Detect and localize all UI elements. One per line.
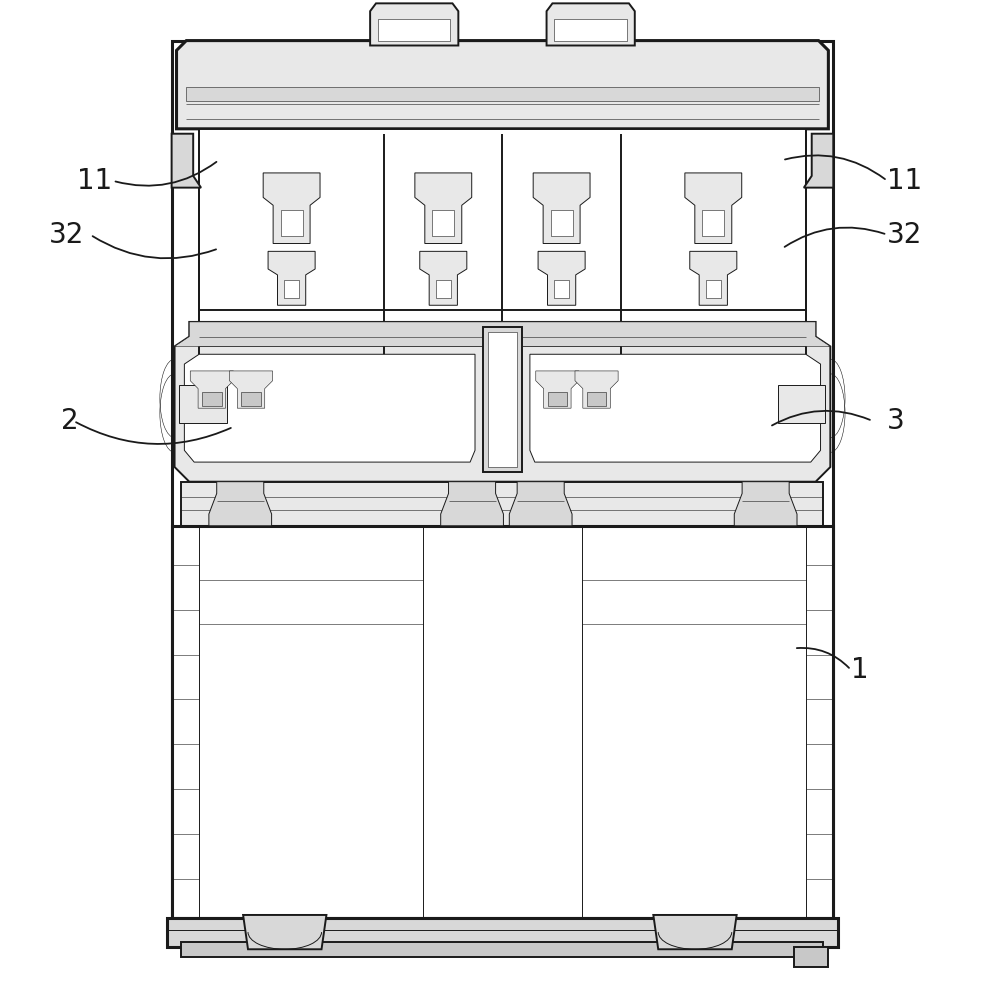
Bar — [702, 210, 724, 236]
Text: 11: 11 — [77, 167, 112, 195]
Bar — [172, 40, 833, 918]
Polygon shape — [172, 134, 201, 188]
FancyArrowPatch shape — [797, 648, 849, 667]
Bar — [587, 392, 606, 406]
Bar — [186, 87, 819, 101]
Bar — [551, 210, 573, 236]
Bar — [181, 482, 823, 526]
Bar — [706, 280, 721, 299]
FancyArrowPatch shape — [76, 423, 231, 444]
Polygon shape — [536, 371, 579, 408]
Text: 3: 3 — [887, 407, 905, 434]
Polygon shape — [804, 134, 833, 188]
FancyArrowPatch shape — [772, 411, 870, 426]
Polygon shape — [509, 482, 572, 526]
Bar — [241, 392, 261, 406]
Text: 2: 2 — [61, 407, 78, 434]
Polygon shape — [190, 371, 233, 408]
Bar — [483, 326, 522, 472]
Bar — [554, 280, 569, 299]
Bar — [172, 526, 833, 918]
Bar — [488, 331, 517, 467]
Text: 1: 1 — [851, 656, 869, 684]
Polygon shape — [533, 173, 590, 244]
Bar — [179, 385, 227, 423]
FancyArrowPatch shape — [115, 162, 216, 186]
Text: 11: 11 — [887, 167, 922, 195]
Bar — [378, 19, 450, 40]
Polygon shape — [734, 482, 797, 526]
Polygon shape — [685, 173, 742, 244]
Text: 32: 32 — [887, 220, 923, 249]
Polygon shape — [177, 40, 828, 129]
Polygon shape — [653, 915, 737, 950]
Polygon shape — [794, 948, 828, 967]
Polygon shape — [538, 252, 585, 306]
Bar — [281, 210, 303, 236]
Bar — [199, 129, 806, 398]
Polygon shape — [441, 482, 503, 526]
Bar — [548, 392, 567, 406]
Polygon shape — [575, 371, 618, 408]
Polygon shape — [209, 482, 272, 526]
Polygon shape — [547, 3, 635, 45]
Bar — [202, 392, 222, 406]
Bar — [181, 943, 823, 957]
Polygon shape — [175, 321, 830, 482]
Polygon shape — [690, 252, 737, 306]
Polygon shape — [263, 173, 320, 244]
Polygon shape — [268, 252, 315, 306]
Bar — [167, 918, 838, 948]
Polygon shape — [415, 173, 472, 244]
Polygon shape — [243, 915, 326, 950]
Polygon shape — [530, 354, 821, 462]
Polygon shape — [184, 354, 475, 462]
Polygon shape — [175, 321, 830, 346]
Polygon shape — [420, 252, 467, 306]
FancyArrowPatch shape — [93, 236, 216, 259]
Polygon shape — [370, 3, 458, 45]
Bar — [778, 385, 825, 423]
FancyArrowPatch shape — [785, 227, 885, 247]
Polygon shape — [229, 371, 273, 408]
Bar — [284, 280, 299, 299]
Bar — [554, 19, 627, 40]
FancyArrowPatch shape — [785, 155, 885, 179]
Bar — [432, 210, 454, 236]
Bar — [436, 280, 451, 299]
Text: 32: 32 — [49, 220, 84, 249]
